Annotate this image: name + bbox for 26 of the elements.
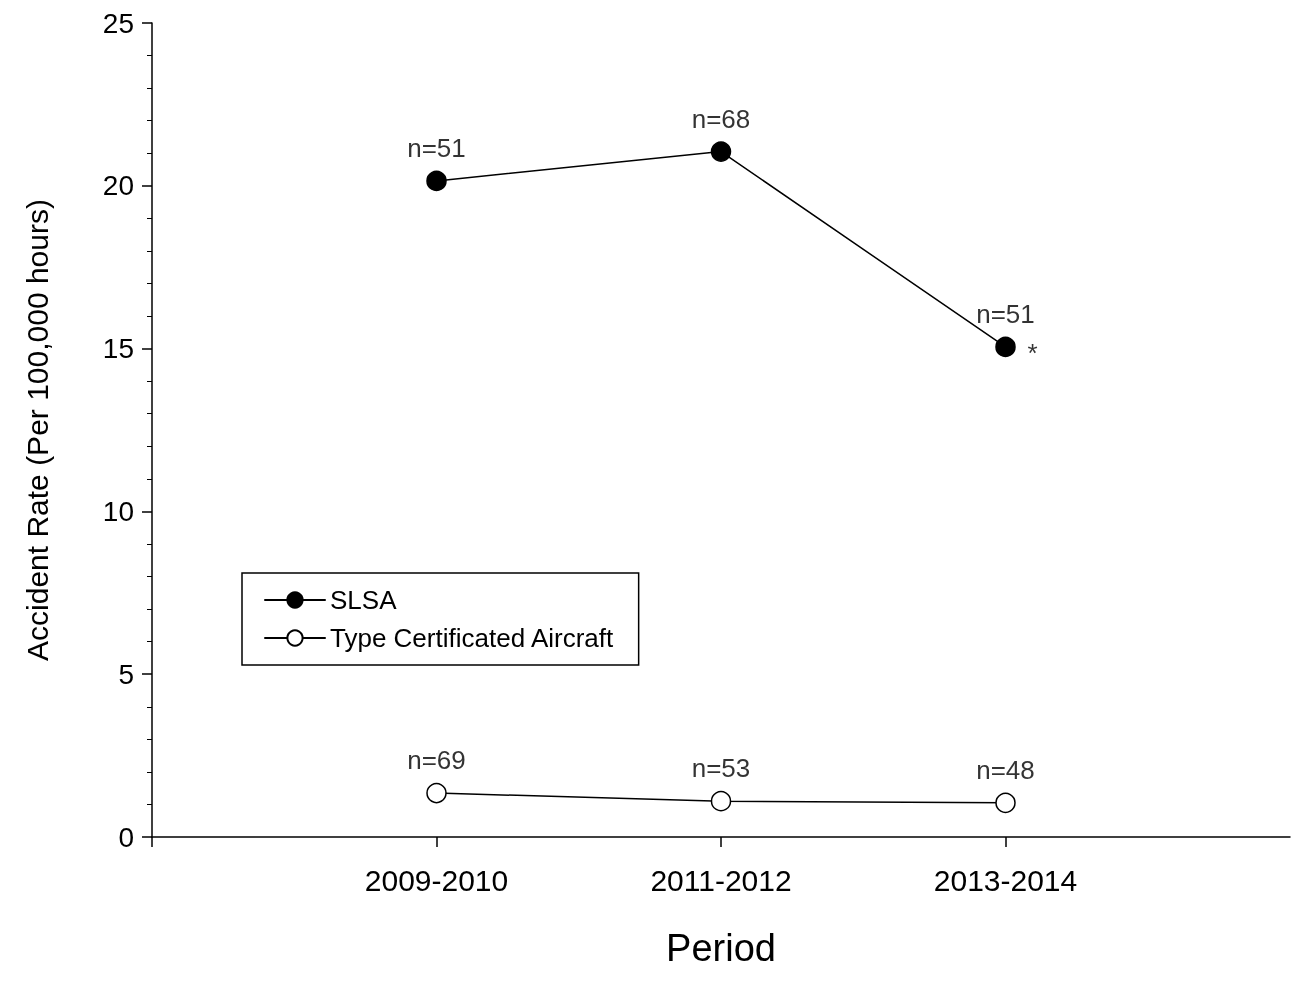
y-tick-label: 25	[102, 7, 134, 39]
y-tick-label: 20	[102, 170, 134, 202]
annotation: n=53	[691, 753, 751, 784]
x-tick-label: 2009-2010	[364, 863, 509, 897]
annotation: n=51	[407, 132, 466, 163]
x-tick-label: 2011-2012	[650, 863, 792, 897]
x-axis-title: Period	[666, 927, 776, 969]
point	[710, 141, 732, 162]
point	[710, 790, 732, 812]
y-tick-label: 10	[102, 495, 134, 527]
point	[426, 170, 447, 192]
point	[995, 336, 1016, 358]
legend-label: Type Certificated Aircraft	[330, 623, 614, 653]
annotation: n=69	[407, 745, 466, 776]
annotation: n=48	[976, 754, 1035, 785]
x-tick-label: 2013-2014	[933, 863, 1078, 897]
y-tick-label: 5	[118, 658, 134, 690]
annotation: n=51	[976, 298, 1035, 329]
point	[426, 782, 447, 804]
y-axis-title: Accident Rate (Per 100,000 hours)	[20, 199, 54, 661]
annotation: *	[1027, 337, 1038, 368]
y-tick-label: 15	[102, 333, 134, 365]
point	[995, 792, 1016, 814]
annotation: n=68	[691, 103, 751, 134]
y-tick-label: 0	[118, 821, 134, 853]
legend-label: SLSA	[330, 585, 398, 615]
